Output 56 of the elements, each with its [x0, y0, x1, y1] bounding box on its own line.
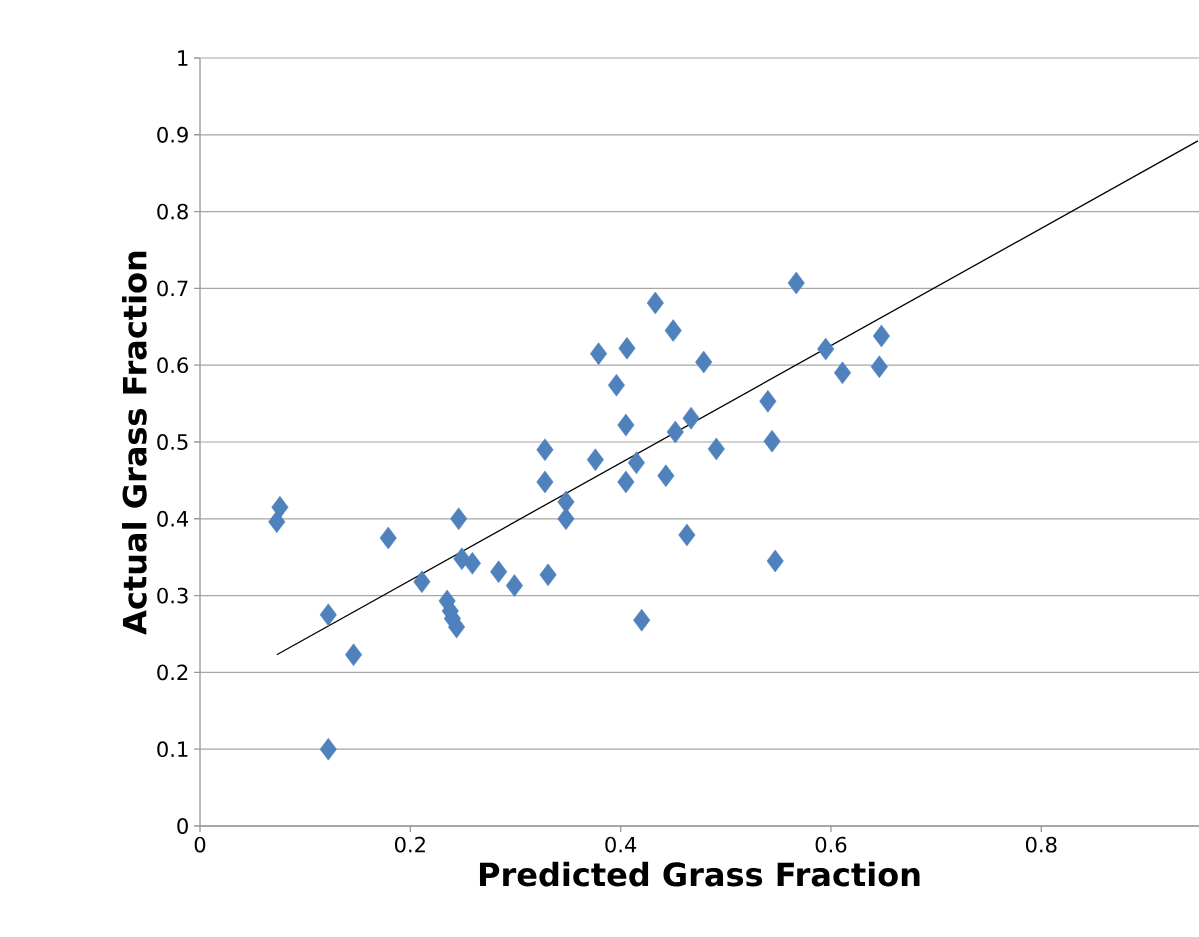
- point: [766, 549, 784, 573]
- point: [345, 643, 363, 666]
- x-tick-label: 0.2: [395, 836, 425, 853]
- point: [413, 570, 431, 594]
- point: [787, 271, 805, 295]
- point: [707, 437, 725, 461]
- point: [646, 291, 664, 315]
- x-axis-title: Predicted Grass Fraction: [479, 861, 920, 887]
- point: [586, 448, 604, 471]
- point: [557, 507, 575, 531]
- point: [319, 737, 337, 761]
- point: [618, 337, 636, 360]
- y-axis-title: Actual Grass Fraction: [121, 251, 147, 635]
- y-tick-label: 0.7: [157, 280, 188, 297]
- point: [872, 324, 890, 348]
- point: [695, 350, 713, 374]
- y-tick-label: 0.8: [157, 203, 188, 220]
- point: [450, 507, 468, 531]
- x-tick-label: 0.4: [605, 836, 637, 853]
- point: [633, 608, 651, 632]
- point: [682, 406, 700, 430]
- point: [539, 563, 557, 587]
- x-tick-label: 0.6: [815, 836, 847, 853]
- point: [505, 574, 523, 597]
- point: [607, 373, 625, 397]
- y-tick-label: 0.9: [157, 126, 188, 143]
- point: [490, 560, 508, 584]
- point: [617, 470, 635, 494]
- point: [763, 429, 781, 453]
- point: [319, 603, 337, 627]
- point: [657, 464, 675, 488]
- point: [268, 510, 286, 534]
- y-tick-label: 0: [177, 818, 188, 834]
- point: [627, 451, 645, 474]
- point: [664, 319, 682, 342]
- point: [463, 552, 481, 575]
- point: [870, 355, 888, 378]
- point: [666, 420, 684, 444]
- y-tick-label: 0.1: [157, 741, 188, 758]
- point: [617, 413, 635, 437]
- point: [536, 470, 554, 494]
- y-tick-label: 0.2: [157, 664, 188, 681]
- y-tick-label: 0.5: [157, 434, 188, 450]
- point: [678, 523, 696, 547]
- x-tick-label: 0.8: [1025, 836, 1057, 853]
- point: [817, 337, 835, 361]
- point: [379, 526, 397, 550]
- point: [590, 342, 608, 365]
- y-tick-label: 1: [178, 50, 188, 66]
- point: [759, 390, 777, 413]
- y-tick-label: 0.3: [157, 587, 188, 604]
- point: [834, 361, 852, 385]
- x-tick-label: 0: [194, 836, 206, 853]
- y-tick-label: 0.4: [157, 510, 189, 527]
- y-tick-label: 0.6: [157, 357, 188, 374]
- point: [536, 438, 554, 461]
